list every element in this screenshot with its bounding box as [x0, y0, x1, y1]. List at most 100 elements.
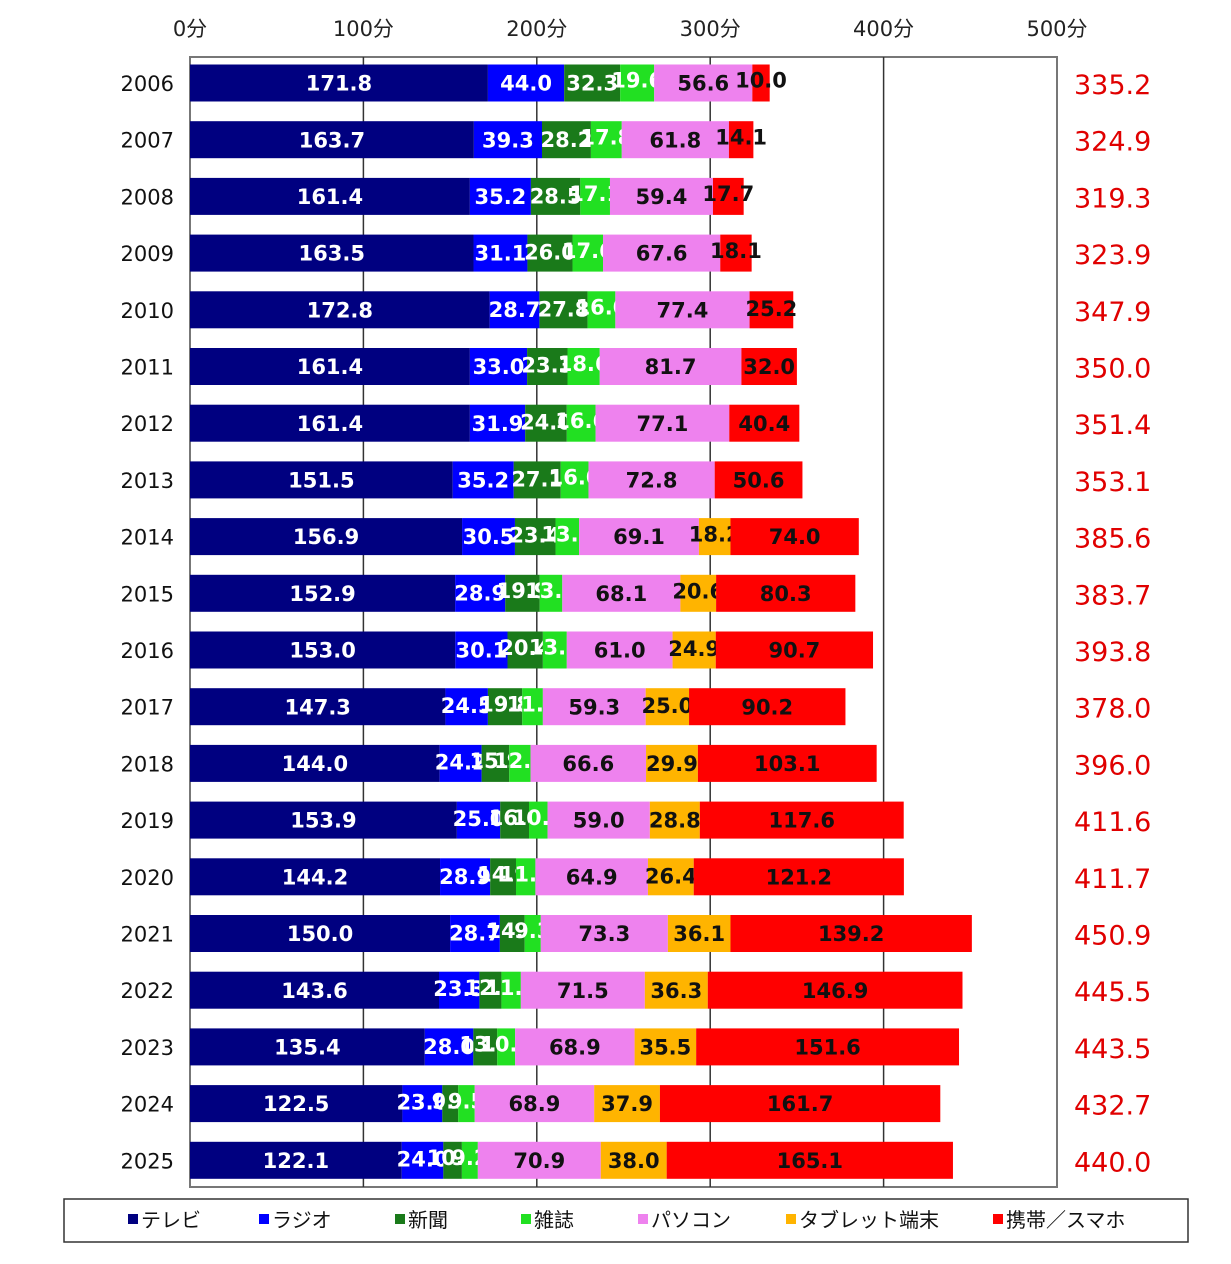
bar-segment [458, 1085, 475, 1123]
total-label: 450.9 [1074, 921, 1151, 952]
segment-label: 73.3 [578, 922, 630, 946]
segment-label: 151.6 [794, 1035, 860, 1059]
bar-segment [645, 688, 690, 726]
segment-label: 28.8 [649, 808, 701, 832]
bar-segment [566, 631, 673, 669]
segment-label: 163.7 [299, 128, 365, 152]
bar-segment [527, 234, 573, 272]
segment-label: 23.0 [396, 1090, 448, 1114]
bar-segment [615, 291, 750, 329]
bar-segment [580, 177, 610, 215]
bar-segment [461, 1141, 478, 1179]
bar-segment [599, 348, 742, 385]
year-label: 2023 [121, 1036, 174, 1060]
legend-label: パソコン [651, 1208, 731, 1232]
segment-label: 33.0 [473, 355, 525, 379]
bar-segment [524, 915, 541, 952]
bar-segment [730, 915, 972, 952]
bar-segment [603, 234, 721, 272]
year-label: 2019 [121, 809, 174, 833]
bar-segment [547, 801, 650, 839]
bar-segment [469, 404, 526, 442]
segment-label: 135.4 [274, 1035, 340, 1059]
total-label: 443.5 [1074, 1034, 1151, 1065]
bar-segment [487, 688, 523, 726]
segment-label: 139.2 [818, 922, 884, 946]
bar-segment [439, 744, 482, 782]
bar-segment [707, 971, 963, 1009]
segment-label: 81.7 [645, 355, 697, 379]
segment-label: 121.2 [766, 865, 832, 889]
bar-segment [190, 177, 470, 215]
bar-segment [439, 971, 480, 1009]
bar-segment [752, 64, 770, 102]
bar-segment [714, 461, 803, 499]
bar-segment [542, 631, 567, 669]
bar-segment [693, 858, 904, 896]
bar-segment [730, 518, 859, 556]
bar-segment [741, 348, 797, 385]
bar-segment [452, 461, 514, 499]
segment-label: 161.4 [297, 355, 363, 379]
segment-label: 35.2 [474, 185, 526, 209]
bar-segment [542, 121, 591, 159]
bar-segment [566, 404, 596, 442]
legend-swatch [395, 1214, 405, 1224]
legend-swatch [521, 1214, 531, 1224]
year-label: 2025 [121, 1149, 174, 1173]
segment-label: 38.0 [608, 1149, 660, 1173]
bar-segment [497, 1028, 516, 1066]
segment-label: 14.1 [715, 125, 767, 149]
segment-label: 10.0 [735, 69, 787, 93]
segment-label: 153.9 [290, 809, 356, 833]
segment-label: 36.1 [673, 922, 725, 946]
year-label: 2021 [121, 923, 174, 947]
year-label: 2022 [121, 979, 174, 1003]
total-label: 378.0 [1074, 694, 1151, 725]
bar-segment [190, 631, 456, 669]
bar-segment [455, 631, 508, 669]
bar-segment [443, 1141, 462, 1179]
segment-label: 23.3 [433, 977, 485, 1001]
bar-segment [190, 348, 470, 385]
year-label: 2013 [121, 469, 174, 493]
bar-segment [562, 574, 681, 612]
bar-segment [587, 291, 616, 329]
legend-label: 新聞 [408, 1208, 448, 1232]
total-label: 411.6 [1074, 807, 1151, 838]
segment-label: 28.0 [423, 1035, 475, 1059]
year-label: 2007 [121, 129, 174, 153]
segment-label: 37.9 [601, 1092, 653, 1116]
year-label: 2014 [121, 526, 174, 550]
bar-segment [499, 915, 525, 952]
bar-segment [190, 971, 440, 1009]
segment-label: 61.0 [594, 639, 646, 663]
bar-segment [712, 177, 744, 215]
bar-segment [190, 858, 441, 896]
x-tick-label: 100分 [333, 17, 394, 41]
legend-label: ラジオ [272, 1208, 332, 1232]
segment-label: 27.1 [511, 468, 563, 492]
bar-segment [696, 1028, 960, 1066]
bar-segment [525, 404, 567, 442]
bar-segment [190, 801, 457, 839]
segment-label: 32.3 [566, 72, 618, 96]
segment-label: 67.6 [636, 242, 688, 266]
bar-segment [720, 234, 752, 272]
segment-label: 27.8 [538, 298, 590, 322]
segment-label: 144.0 [282, 752, 348, 776]
segment-label: 59.4 [636, 185, 688, 209]
bar-segment [190, 518, 463, 556]
segment-label: 68.9 [509, 1092, 561, 1116]
bar-segment [649, 801, 700, 839]
bar-segment [680, 574, 717, 612]
segment-label: 69.1 [613, 525, 665, 549]
legend-swatch [259, 1214, 269, 1224]
segment-label: 25.0 [641, 694, 693, 718]
segment-label: 80.3 [760, 582, 812, 606]
bar-segment [590, 121, 622, 159]
segment-label: 153.0 [289, 639, 355, 663]
bar-segment [749, 291, 794, 329]
bar-segment [513, 461, 561, 499]
